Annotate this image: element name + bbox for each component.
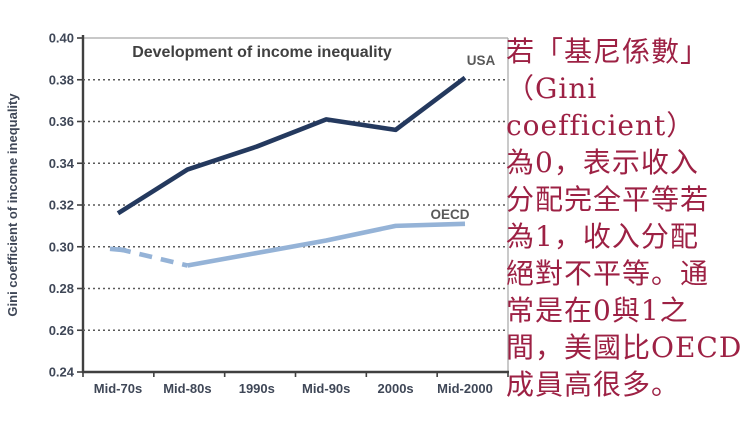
usa-series-label: USA [467, 53, 496, 68]
annotation-line: 常是在0與1之 [506, 294, 689, 327]
annotation-line: coefficient） [506, 109, 696, 142]
y-tick-label: 0.26 [49, 323, 74, 338]
annotation-line: 若「基尼係數」 [506, 35, 710, 68]
x-tick-label: Mid-2000 [437, 381, 493, 396]
y-tick-label: 0.30 [49, 239, 74, 254]
y-tick-label: 0.40 [49, 31, 74, 46]
chart-title: Development of income inequality [132, 44, 392, 61]
series-layer [109, 75, 467, 268]
oecd-series-label: OECD [430, 207, 469, 222]
y-tick-label: 0.38 [49, 72, 74, 87]
y-tick-label: 0.36 [49, 114, 74, 129]
gridlines-layer [77, 37, 509, 377]
gini-line-chart: 0.40 0.38 0.36 0.34 0.32 0.30 0.28 0.26 0.24 Mid-… [5, 31, 509, 397]
annotation-line: 分配完全平等若 [506, 183, 710, 216]
annotation-line: 為1，收入分配 [506, 220, 699, 253]
x-tick-label: Mid-70s [94, 381, 142, 396]
y-tick-label: 0.32 [49, 198, 74, 213]
annotation-line: 為0，表示收入 [506, 146, 699, 179]
annotation-line: （Gini [506, 72, 598, 105]
y-tick-label: 0.34 [49, 156, 75, 171]
tick-labels-layer: 0.40 0.38 0.36 0.34 0.32 0.30 0.28 0.26 0.24 Mid-… [49, 31, 493, 397]
annotation-line: 成員高很多。 [506, 368, 681, 401]
x-tick-label: 2000s [378, 381, 414, 396]
annotation-line: 絕對不平等。通 [506, 257, 710, 290]
y-tick-label: 0.24 [49, 365, 75, 380]
x-tick-label: Mid-80s [163, 381, 211, 396]
usa-line [116, 75, 467, 216]
x-tick-label: Mid-90s [302, 381, 350, 396]
y-tick-label: 0.28 [49, 281, 74, 296]
line-chart-canvas: 0.40 0.38 0.36 0.34 0.32 0.30 0.28 0.26 0.24 Mid-… [5, 31, 509, 397]
annotation-line: 間，美國比OECD [506, 331, 740, 364]
y-axis-title: Gini coefficient of income inequality [5, 93, 20, 317]
oecd-line [186, 221, 466, 268]
oecd-line-dashed-segment [117, 246, 188, 268]
x-tick-label: 1990s [239, 381, 275, 396]
annotation-text-block: 若「基尼係數」 （Gini coefficient） 為0，表示收入 分配完全平… [506, 33, 740, 403]
